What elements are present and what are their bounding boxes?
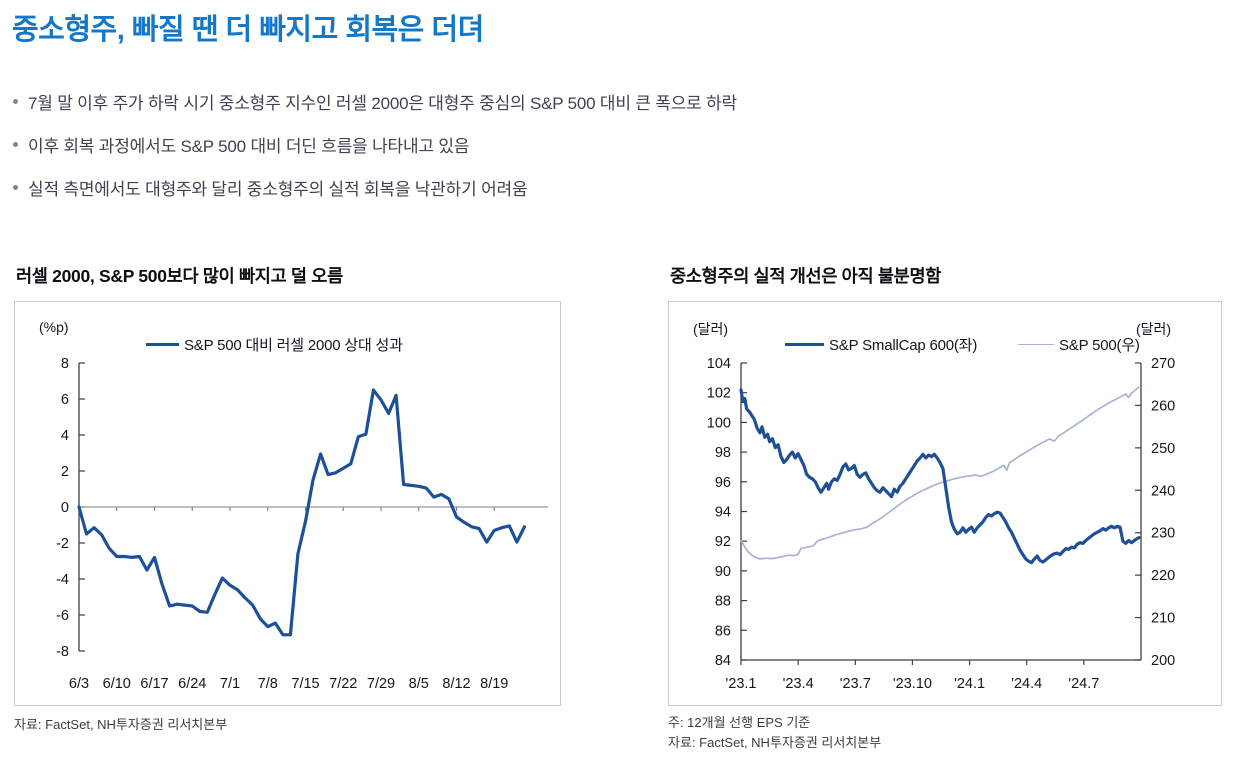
bullet-item-1: 7월 말 이후 주가 하락 시기 중소형주 지수인 러셀 2000은 대형주 중…: [13, 80, 737, 123]
right-y-tick-label: 200: [1151, 653, 1175, 669]
series-smallcap600-line: [739, 388, 1141, 565]
x-tick-label: '23.1: [726, 676, 757, 692]
y-tick-label: 4: [61, 428, 69, 444]
left-y-tick-label: 88: [715, 594, 731, 610]
left-y-tick-label: 92: [715, 534, 731, 550]
right-chart-note: 주: 12개월 선행 EPS 기준: [668, 715, 811, 730]
left-y-tick-label: 90: [715, 564, 731, 580]
left-y-tick-label: 96: [715, 475, 731, 491]
left-chart-box: (%p) S&P 500 대비 러셀 2000 상대 성과 8 6 4 2 0 -2 -4 -…: [14, 301, 561, 706]
legend-label-russell-relative: S&P 500 대비 러셀 2000 상대 성과: [184, 337, 403, 354]
left-y-tick-label: 104: [707, 356, 731, 372]
right-chart-right-y-unit-label: (달러): [1136, 321, 1172, 337]
x-tick-label: '24.4: [1011, 676, 1042, 692]
bullet-text: 7월 말 이후 주가 하락 시기 중소형주 지수인 러셀 2000은 대형주 중…: [28, 94, 737, 113]
x-tick-label: '23.4: [783, 676, 814, 692]
right-chart-box: (달러) (달러) S&P SmallCap 600(좌) S&P 500(우)…: [668, 301, 1222, 706]
eps-comparison-panel: 중소형주의 실적 개선은 아직 불분명함 (달러) (달러) S&P Small…: [668, 263, 1222, 752]
bullet-text: 실적 측면에서도 대형주와 달리 중소형주의 실적 회복을 낙관하기 어려움: [28, 180, 528, 199]
russell-relative-panel: 러셀 2000, S&P 500보다 많이 빠지고 덜 오름 (%p) S&P …: [14, 263, 561, 735]
left-y-tick-label: 84: [715, 653, 731, 669]
x-tick-label: '24.7: [1068, 676, 1099, 692]
legend-line-swatch-navy: [785, 342, 824, 347]
y-tick-label: 8: [61, 356, 69, 372]
left-y-tick-label: 98: [715, 445, 731, 461]
bullet-item-3: 실적 측면에서도 대형주와 달리 중소형주의 실적 회복을 낙관하기 어려움: [13, 166, 737, 209]
y-tick-label: 2: [61, 464, 69, 480]
right-y-tick-label: 250: [1151, 441, 1175, 457]
bullet-dot-icon: [13, 142, 18, 147]
x-tick-label: 8/19: [480, 676, 508, 692]
x-tick-label: 6/24: [178, 676, 206, 692]
x-tick-label: 6/3: [69, 676, 89, 692]
left-chart-y-unit-label: (%p): [39, 319, 69, 335]
left-y-tick-label: 100: [707, 415, 731, 431]
bullet-item-2: 이후 회복 과정에서도 S&P 500 대비 더딘 흐름을 나타내고 있음: [13, 123, 737, 166]
legend-label-sp500: S&P 500(우): [1059, 337, 1140, 354]
x-tick-label: '24.1: [954, 676, 985, 692]
left-y-tick-label: 86: [715, 623, 731, 639]
x-tick-label: 7/15: [291, 676, 319, 692]
y-tick-label: 0: [61, 500, 69, 516]
left-chart-source: 자료: FactSet, NH투자증권 리서치본부: [14, 717, 228, 732]
right-y-tick-label: 220: [1151, 568, 1175, 584]
left-y-tick-label: 102: [707, 386, 731, 402]
legend-line-swatch-light: [1018, 343, 1054, 346]
x-tick-label: 6/10: [103, 676, 131, 692]
x-tick-label: 7/22: [329, 676, 357, 692]
right-chart-heading: 중소형주의 실적 개선은 아직 불분명함: [670, 266, 942, 286]
series-russell-relative-line: [77, 388, 526, 637]
legend-line-swatch-navy: [146, 342, 179, 347]
x-tick-label: 7/1: [220, 676, 240, 692]
y-tick-label: -8: [56, 644, 69, 660]
right-y-tick-label: 260: [1151, 398, 1175, 414]
right-chart-legend-sp500: S&P 500(우): [1018, 334, 1140, 355]
right-chart-source: 자료: FactSet, NH투자증권 리서치본부: [668, 734, 882, 750]
right-y-tick-label: 230: [1151, 526, 1175, 542]
bullet-text: 이후 회복 과정에서도 S&P 500 대비 더딘 흐름을 나타내고 있음: [28, 137, 470, 156]
right-y-tick-label: 240: [1151, 483, 1175, 499]
right-chart-legend-smallcap: S&P SmallCap 600(좌): [785, 334, 977, 355]
bullet-dot-icon: [13, 185, 18, 190]
x-tick-label: 7/29: [367, 676, 395, 692]
page-title: 중소형주, 빠질 땐 더 빠지고 회복은 더뎌: [12, 14, 484, 46]
eps-dual-axis-line-chart: 104 102 100 98 96 94 92 90 88 86 84 270 260 250 240 230…: [707, 356, 1175, 692]
legend-label-smallcap: S&P SmallCap 600(좌): [829, 337, 978, 354]
x-tick-label: '23.7: [840, 676, 871, 692]
bullet-dot-icon: [13, 99, 18, 104]
x-tick-label: 7/8: [258, 676, 278, 692]
russell-relative-line-chart: 8 6 4 2 0 -2 -4 -6 -86/3 6/10 6/17 6/24 7/1 7/8 7/15 7/…: [56, 356, 548, 692]
left-y-tick-label: 94: [715, 505, 731, 521]
right-chart-left-y-unit-label: (달러): [693, 321, 729, 337]
summary-bullets: 7월 말 이후 주가 하락 시기 중소형주 지수인 러셀 2000은 대형주 중…: [13, 80, 737, 209]
x-tick-label: '23.10: [893, 676, 932, 692]
x-tick-label: 8/12: [442, 676, 470, 692]
series-sp500-line: [740, 386, 1140, 560]
y-tick-label: -6: [56, 608, 69, 624]
right-y-tick-label: 270: [1151, 356, 1175, 372]
right-y-tick-label: 210: [1151, 611, 1175, 627]
left-chart-heading: 러셀 2000, S&P 500보다 많이 빠지고 덜 오름: [16, 266, 343, 286]
left-chart-legend: S&P 500 대비 러셀 2000 상대 성과: [146, 334, 403, 355]
y-tick-label: 6: [61, 392, 69, 408]
x-tick-label: 6/17: [140, 676, 168, 692]
y-tick-label: -4: [56, 572, 69, 588]
x-tick-label: 8/5: [409, 676, 429, 692]
y-tick-label: -2: [56, 536, 69, 552]
